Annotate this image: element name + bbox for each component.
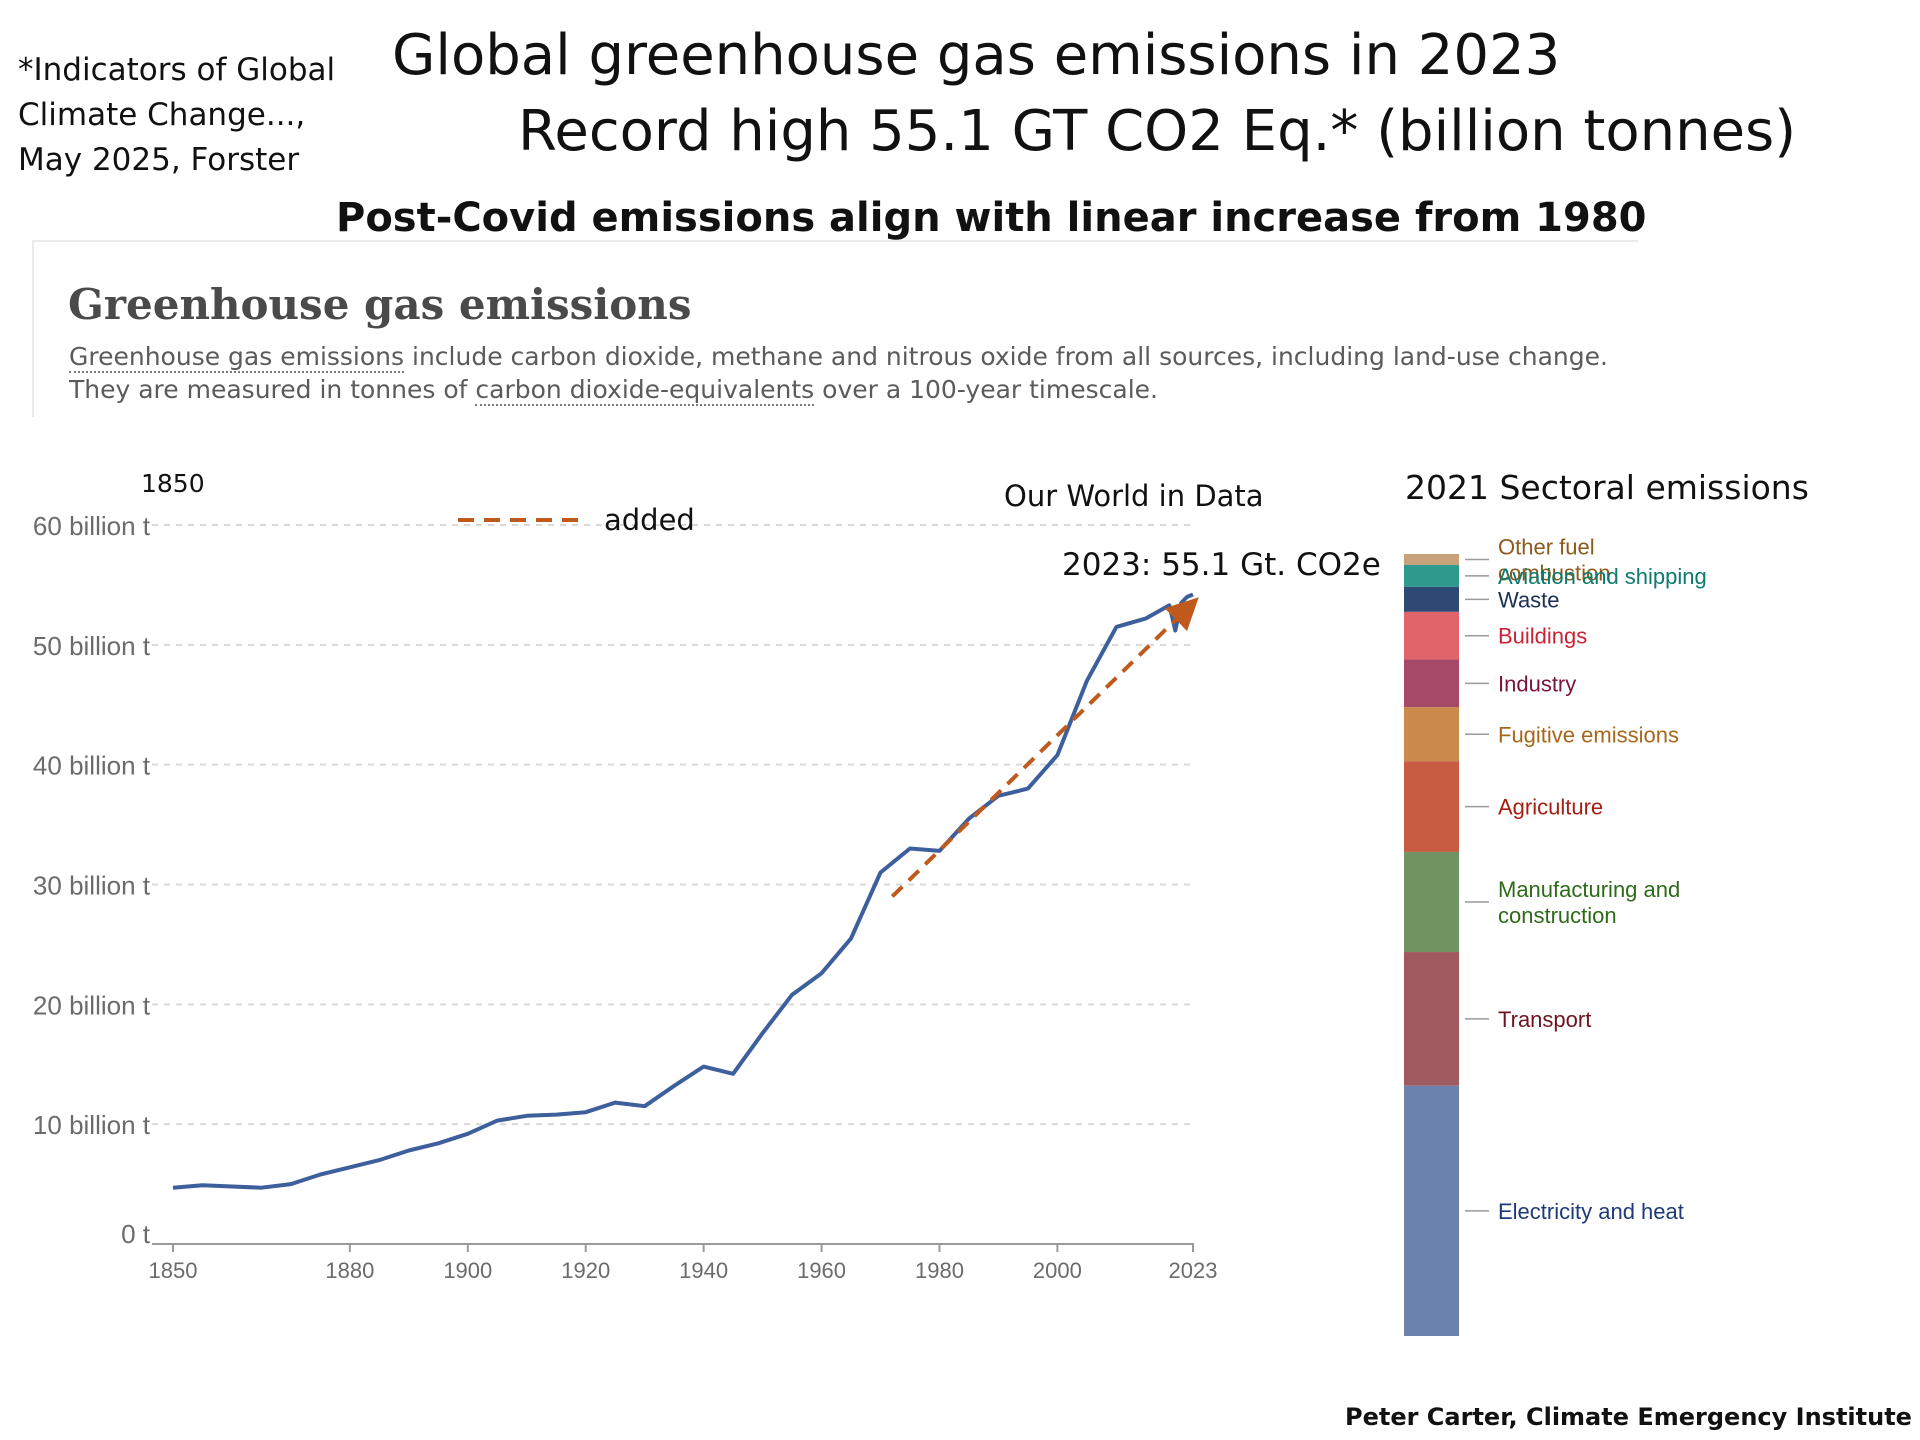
x-tick-label: 1880 [325,1258,374,1283]
x-tick-label: 1920 [561,1258,610,1283]
sector-bar-segment [1404,564,1459,587]
y-tick-label: 0 t [121,1219,151,1249]
legend-label: added [604,503,695,537]
sector-chart-title: 2021 Sectoral emissions [1405,468,1809,507]
description-text: include carbon dioxide, methane and nitr… [404,342,1608,371]
source-note-line: Climate Change..., [18,97,306,133]
sector-label: Buildings [1498,624,1587,649]
y-tick-label: 60 billion t [33,511,151,541]
sector-bar-segment [1404,659,1459,708]
x-tick-label: 1900 [443,1258,492,1283]
owid-description-line-1: Greenhouse gas emissions include carbon … [69,340,1608,374]
sector-label: construction [1498,903,1617,928]
sector-bar-segment [1404,952,1459,1086]
sector-bar-segment [1404,586,1459,612]
x-tick-label: 2023 [1169,1258,1218,1283]
sector-label: Agriculture [1498,795,1603,820]
sector-label: Waste [1498,587,1560,612]
sector-bar-segment [1404,1085,1459,1336]
source-note-line: *Indicators of Global [18,52,336,88]
ghg-emissions-link[interactable]: Greenhouse gas emissions [69,342,405,373]
sector-label: Aviation and shipping [1498,564,1707,589]
x-tick-label: 1850 [149,1258,198,1283]
sector-label: Industry [1498,671,1576,696]
y-tick-label: 50 billion t [33,631,151,661]
sector-label: combustion [1498,560,1611,585]
description-text: They are measured in tonnes of [69,375,476,404]
latest-value-annotation: 2023: 55.1 Gt. CO2e [1062,547,1381,583]
author-credit: Peter Carter, Climate Emergency Institut… [1345,1403,1912,1431]
x-tick-label: 2000 [1033,1258,1082,1283]
sector-label: Transport [1498,1007,1591,1032]
owid-chart-title: Greenhouse gas emissions [68,280,692,329]
y-tick-label: 40 billion t [33,751,151,781]
sector-bar-segment [1404,761,1459,852]
sector-label: Other fuel [1498,534,1595,559]
trend-arrow-line [890,597,1199,898]
owid-card-frame [32,240,1638,417]
description-text: over a 100-year timescale. [814,375,1158,404]
sector-label: Electricity and heat [1498,1199,1684,1224]
main-title: Global greenhouse gas emissions in 2023 [392,23,1561,88]
source-note-line: May 2025, Forster [18,142,300,178]
sub-title: Record high 55.1 GT CO2 Eq.* (billion to… [518,99,1797,164]
sector-bar-segment [1404,707,1459,762]
owid-credit-annotation: Our World in Data [1004,479,1264,513]
y-tick-label: 20 billion t [33,990,151,1020]
sector-bar-segment [1404,851,1459,953]
sector-bar-segment [1404,554,1459,565]
emissions-series-line [172,592,1194,1190]
start-year-annotation: 1850 [141,469,205,498]
owid-description-line-2: They are measured in tonnes of carbon di… [69,373,1158,407]
co2-equivalents-link[interactable]: carbon dioxide-equivalents [475,375,815,406]
x-tick-label: 1980 [915,1258,964,1283]
sector-bar-segment [1404,611,1459,660]
headline: Post-Covid emissions align with linear i… [336,195,1647,241]
y-tick-label: 10 billion t [33,1110,151,1140]
x-tick-label: 1960 [797,1258,846,1283]
x-tick-label: 1940 [679,1258,728,1283]
y-tick-label: 30 billion t [33,871,151,901]
source-note: *Indicators of Global Climate Change...,… [18,48,335,183]
sector-label: Manufacturing and [1498,877,1680,902]
sector-label: Fugitive emissions [1498,722,1679,747]
